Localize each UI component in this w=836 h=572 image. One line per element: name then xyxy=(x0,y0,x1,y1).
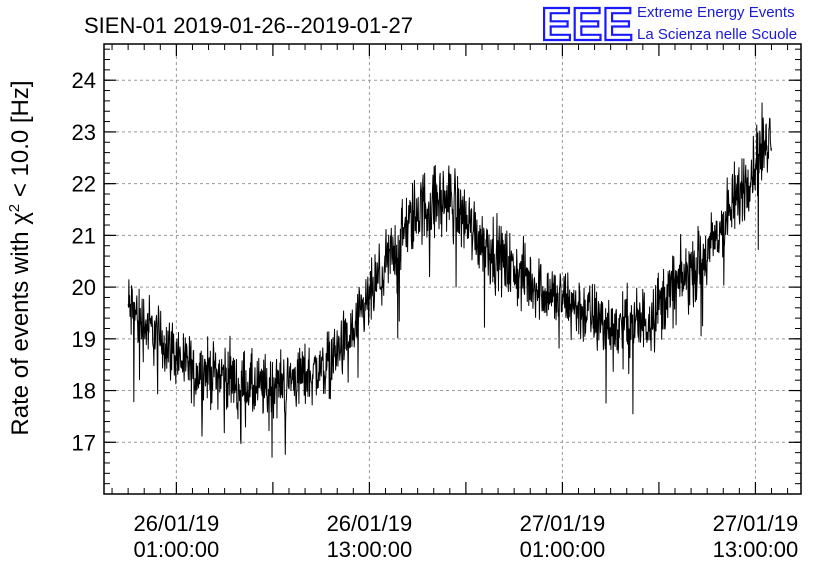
x-tick-label-date: 27/01/19 xyxy=(520,511,606,536)
logo-line-2: La Scienza nelle Scuole xyxy=(637,26,797,43)
y-tick-label: 17 xyxy=(72,430,96,455)
y-tick-label: 22 xyxy=(72,172,96,197)
x-tick-label-time: 01:00:00 xyxy=(520,537,606,562)
y-axis-label-sup: 2 xyxy=(6,204,23,212)
x-tick-label-time: 13:00:00 xyxy=(713,537,799,562)
y-axis-label-chi: χ xyxy=(7,212,34,225)
y-tick-label: 20 xyxy=(72,275,96,300)
logo-line-1: Extreme Energy Events xyxy=(637,4,795,21)
x-tick-label-date: 27/01/19 xyxy=(713,511,799,536)
x-tick-label-date: 26/01/19 xyxy=(327,511,413,536)
x-tick-label-time: 13:00:00 xyxy=(327,537,413,562)
y-tick-label: 19 xyxy=(72,327,96,352)
series-line xyxy=(127,102,773,458)
x-tick-labels: 26/01/1901:00:0026/01/1913:00:0027/01/19… xyxy=(134,511,799,562)
y-axis-label-pre: Rate of events with xyxy=(7,225,34,436)
y-tick-label: 23 xyxy=(72,120,96,145)
y-axis-label: Rate of events with χ2 < 10.0 [Hz] xyxy=(6,80,34,435)
chart-title: SIEN-01 2019-01-26--2019-01-27 xyxy=(84,13,413,38)
y-tick-labels: 17 18 19 20 21 22 23 24 xyxy=(72,68,96,455)
axis-ticks xyxy=(104,44,801,495)
y-tick-label: 24 xyxy=(72,68,96,93)
x-tick-label-date: 26/01/19 xyxy=(134,511,220,536)
logo-mark: EEE xyxy=(541,0,633,50)
y-axis-label-post: < 10.0 [Hz] xyxy=(7,80,34,203)
eee-logo: EEE Extreme Energy Events La Scienza nel… xyxy=(540,0,797,51)
y-tick-label: 18 xyxy=(72,379,96,404)
y-tick-label: 21 xyxy=(72,223,96,248)
plot-frame xyxy=(103,43,802,495)
x-tick-label-time: 01:00:00 xyxy=(134,537,220,562)
